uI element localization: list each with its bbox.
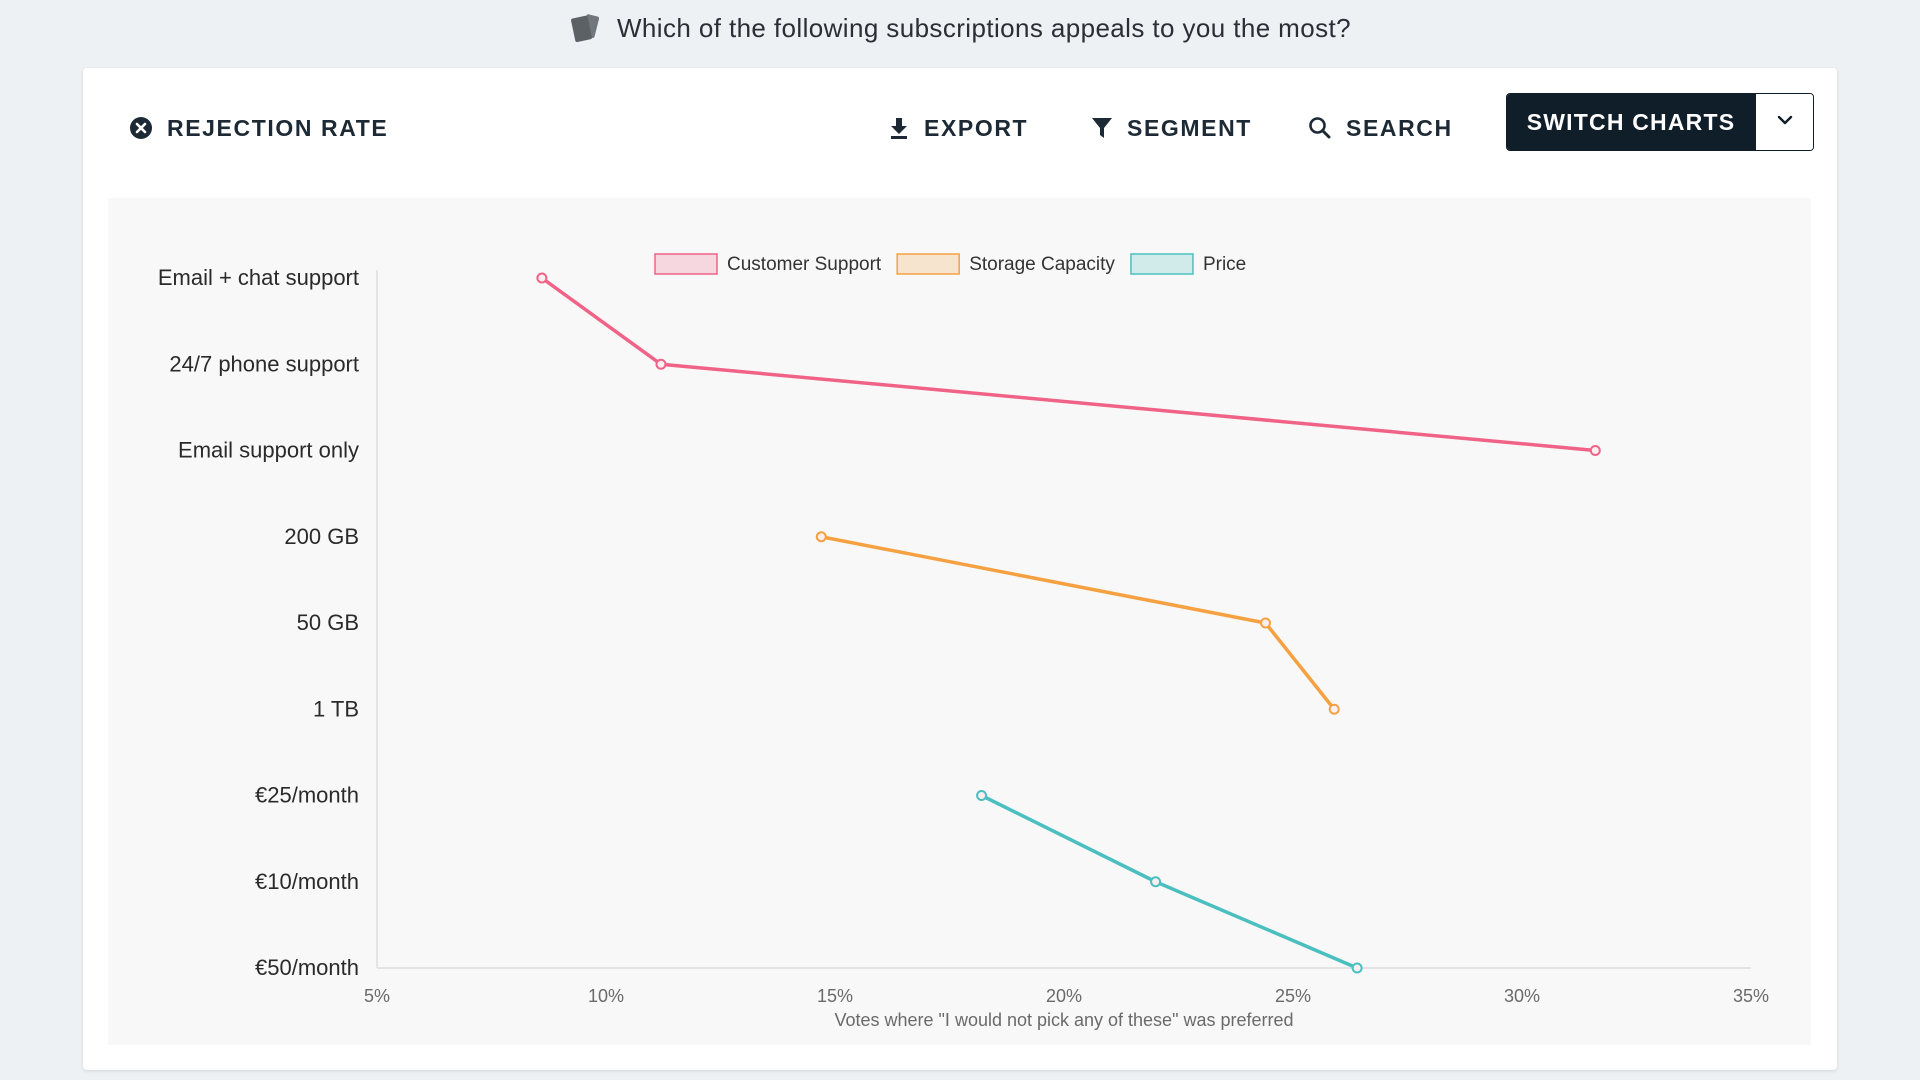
legend-item-customer-support[interactable]: Customer Support (654, 253, 882, 275)
series-price (976, 790, 1363, 974)
legend-swatch (654, 253, 718, 275)
series-storage-capacity (815, 531, 1340, 715)
legend-swatch (1130, 253, 1194, 275)
x-tick-label: 15% (817, 986, 853, 1006)
x-tick-label: 35% (1733, 986, 1769, 1006)
legend-swatch (896, 253, 960, 275)
data-point[interactable] (1589, 445, 1601, 456)
legend-item-price[interactable]: Price (1130, 253, 1246, 275)
chart-area: Customer Support Storage Capacity Price Em… (108, 198, 1811, 1045)
data-point[interactable] (1150, 876, 1162, 888)
x-tick-label: 25% (1275, 986, 1311, 1006)
switch-charts-dropdown[interactable] (1755, 94, 1813, 150)
series-line-storage-capacity (819, 535, 1336, 711)
question-header: Which of the following subscriptions app… (0, 12, 1920, 44)
rejection-rate-toggle[interactable]: REJECTION RATE (129, 104, 388, 152)
filter-icon (1091, 116, 1113, 140)
y-tick-label: €10/month (255, 869, 359, 894)
download-icon (888, 116, 910, 140)
data-point[interactable] (976, 790, 988, 801)
chart-card: REJECTION RATE EXPORT SEGMENT (83, 68, 1837, 1070)
data-point[interactable] (1351, 962, 1363, 974)
legend-label: Storage Capacity (969, 254, 1115, 275)
legend-item-storage-capacity[interactable]: Storage Capacity (896, 253, 1115, 275)
y-tick-label: 1 TB (313, 696, 359, 721)
rejection-rate-label: REJECTION RATE (167, 114, 389, 141)
x-tick-label: 30% (1504, 986, 1540, 1006)
series-line-customer-support (540, 276, 1598, 453)
x-axis-label: Votes where "I would not pick any of the… (834, 1010, 1293, 1030)
x-tick-label: 10% (588, 986, 624, 1006)
y-tick-label: 24/7 phone support (169, 351, 359, 376)
search-label: SEARCH (1346, 114, 1453, 141)
chevron-down-icon (1776, 113, 1794, 131)
series-line-price (979, 793, 1359, 970)
close-circle-icon (129, 116, 153, 140)
y-tick-label: €25/month (255, 783, 359, 808)
export-label: EXPORT (924, 114, 1029, 141)
data-point[interactable] (815, 531, 827, 543)
switch-charts-button[interactable]: SWITCH CHARTS (1507, 94, 1755, 150)
switch-charts-group: SWITCH CHARTS (1506, 93, 1814, 151)
series-group (536, 272, 1601, 974)
x-tick-label: 5% (364, 986, 390, 1006)
data-point[interactable] (655, 358, 667, 370)
y-tick-label: Email support only (178, 438, 359, 463)
y-tick-label: Email + chat support (158, 265, 359, 290)
toolbar: REJECTION RATE EXPORT SEGMENT (83, 68, 1837, 188)
question-text: Which of the following subscriptions app… (616, 12, 1351, 43)
legend-label: Customer Support (727, 254, 882, 275)
y-tick-label: 200 GB (284, 524, 359, 549)
data-point[interactable] (1328, 703, 1340, 715)
series-customer-support (536, 272, 1601, 456)
x-axis-ticks: 5% 10% 15% 20% 25% 30% 35% (364, 986, 1769, 1006)
data-point[interactable] (536, 272, 548, 284)
data-point[interactable] (1260, 617, 1272, 629)
y-axis-ticks: Email + chat support 24/7 phone support Em… (158, 265, 359, 980)
y-tick-label: 50 GB (297, 610, 359, 635)
legend-label: Price (1203, 254, 1246, 275)
x-tick-label: 20% (1046, 986, 1082, 1006)
cards-icon (569, 12, 603, 44)
legend: Customer Support Storage Capacity Price (654, 253, 1246, 275)
segment-button[interactable]: SEGMENT (1091, 104, 1252, 152)
y-tick-label: €50/month (255, 955, 359, 980)
search-icon (1308, 116, 1332, 140)
segment-label: SEGMENT (1127, 114, 1252, 141)
export-button[interactable]: EXPORT (888, 104, 1028, 152)
search-button[interactable]: SEARCH (1308, 104, 1453, 152)
line-chart: Customer Support Storage Capacity Price Em… (158, 253, 1769, 1030)
